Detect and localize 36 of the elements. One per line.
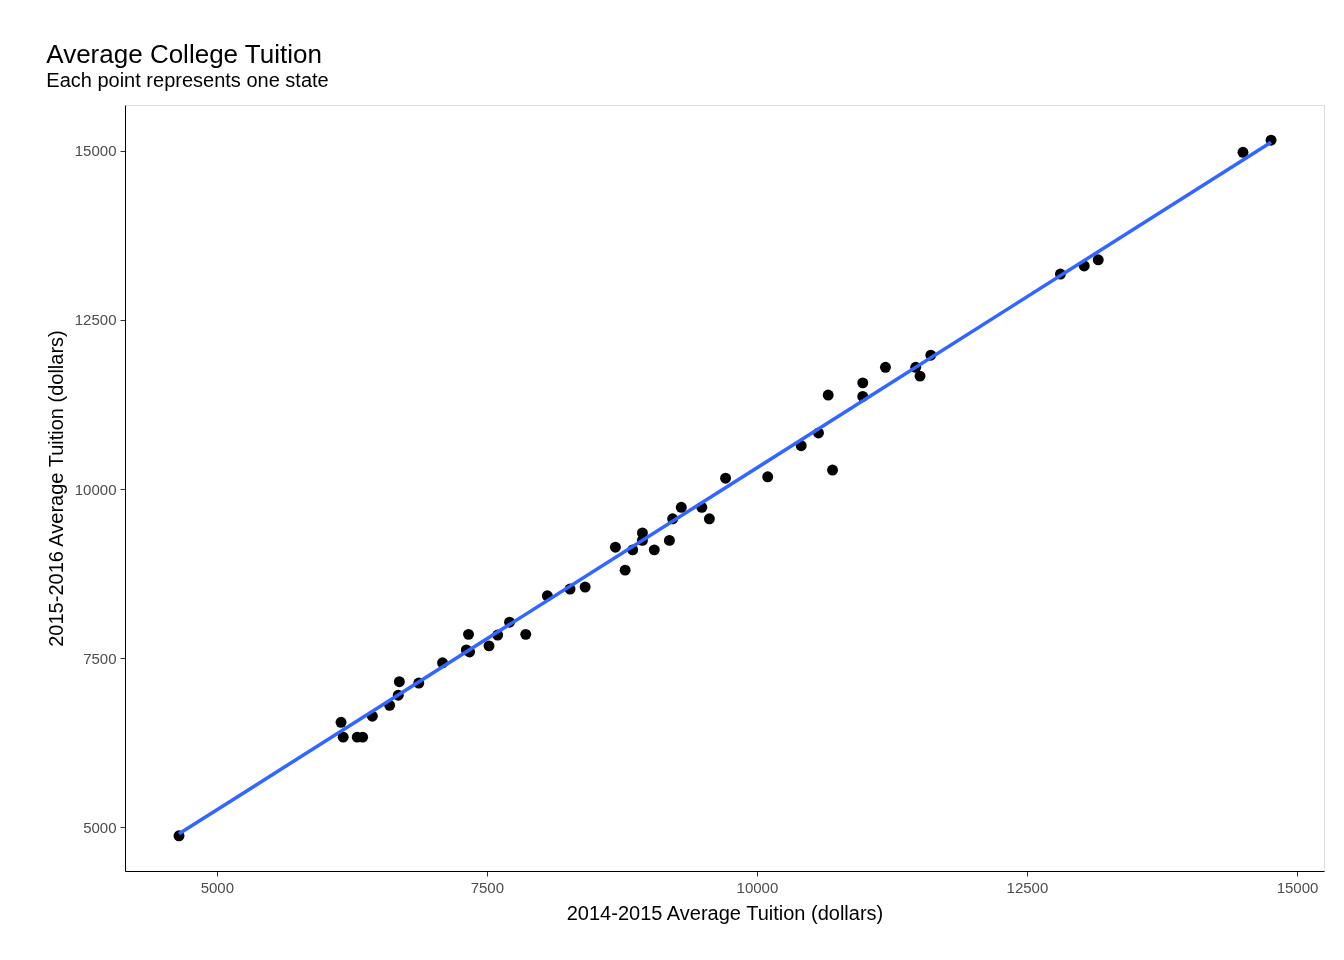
point [335,716,347,728]
point [648,544,660,556]
point [1237,146,1249,158]
point [520,628,532,640]
y-tick-label: 7500 [83,649,117,667]
point [879,361,891,373]
point [827,464,838,476]
point [619,564,631,576]
x-tick-label: 15000 [1276,878,1319,896]
y-axis-title: 2015-2016 Average Tuition (dollars) [44,330,67,647]
x-tick-label: 12500 [1006,878,1049,896]
x-axis-title: 2014-2015 Average Tuition (dollars) [566,901,884,924]
chart-subtitle: Each point represents one state [46,69,329,91]
point [663,534,675,546]
x-tick-label: 10000 [736,878,779,896]
point [609,541,621,553]
point [463,628,474,640]
point [483,640,495,652]
point [857,377,869,389]
y-tick-label: 15000 [74,142,117,160]
y-tick-label: 10000 [74,480,117,498]
point [720,472,732,484]
point [762,471,774,483]
y-tick-label: 12500 [74,311,117,329]
point [393,676,405,688]
point [337,731,349,743]
point [1092,254,1104,266]
x-tick-label: 5000 [200,878,234,896]
point [675,501,687,513]
point [703,513,715,525]
point [822,389,834,401]
y-tick-label: 5000 [83,818,117,836]
point [579,581,591,593]
chart-title: Average College Tuition [46,39,322,69]
x-tick-label: 7500 [470,878,505,896]
point [914,370,926,382]
